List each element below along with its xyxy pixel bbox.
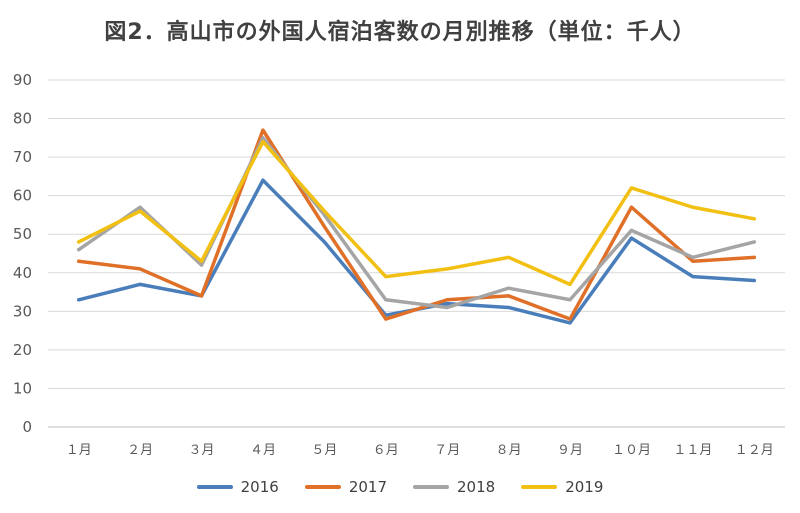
- data-point: [77, 259, 81, 263]
- data-point: [445, 302, 449, 306]
- data-point: [752, 278, 756, 283]
- data-point: [199, 259, 204, 263]
- data-point: [568, 317, 572, 321]
- data-point: [138, 205, 142, 209]
- series-line-2018: [76, 136, 757, 310]
- x-tick-label: １１月: [673, 443, 712, 458]
- data-point: [384, 275, 388, 279]
- legend-label: 2018: [457, 478, 496, 496]
- data-point: [77, 248, 81, 252]
- data-point: [199, 294, 204, 298]
- data-point: [752, 240, 756, 244]
- x-tick-label: ８月: [496, 443, 522, 458]
- x-tick-label: ６月: [373, 443, 399, 458]
- gridlines: [48, 79, 785, 428]
- y-tick-label: 0: [22, 418, 32, 436]
- data-point: [261, 136, 265, 140]
- data-point: [507, 305, 511, 310]
- legend: 2016 2017 2018 2019: [0, 478, 800, 496]
- x-tick-label: １２月: [735, 443, 774, 458]
- plot-area: 0 10 20 30 40 50 60 70 80 90 １月 ２月 ３月 ４月 ５月 ６月 ７月 ８月 ９月 １０…: [13, 71, 785, 458]
- data-point: [384, 317, 388, 321]
- y-tick-label: 60: [13, 187, 32, 205]
- data-point: [691, 259, 695, 263]
- legend-item-2019: 2019: [521, 478, 603, 496]
- data-point: [568, 321, 572, 325]
- y-tick-label: 10: [13, 379, 32, 397]
- data-point: [322, 224, 326, 229]
- data-point: [445, 298, 449, 302]
- series-line-2017: [76, 128, 757, 321]
- legend-label: 2016: [240, 478, 279, 496]
- data-point: [322, 240, 326, 244]
- y-tick-label: 80: [13, 110, 32, 128]
- data-point: [322, 209, 326, 213]
- data-point: [445, 267, 449, 271]
- data-point: [384, 298, 388, 302]
- data-point: [507, 294, 511, 298]
- series-line-2016: [76, 178, 757, 325]
- y-tick-label: 70: [13, 148, 32, 166]
- data-point: [568, 298, 572, 302]
- data-point: [629, 228, 634, 232]
- y-tick-label: 40: [13, 264, 32, 282]
- data-point: [507, 286, 511, 290]
- data-point: [507, 255, 511, 259]
- legend-item-2018: 2018: [413, 478, 495, 496]
- data-point: [138, 282, 142, 286]
- x-tick-label: １月: [66, 443, 92, 458]
- data-point: [691, 205, 695, 209]
- legend-swatch: [196, 485, 233, 489]
- data-point: [138, 267, 142, 271]
- legend-label: 2017: [348, 478, 387, 496]
- data-point: [629, 236, 634, 240]
- data-point: [629, 205, 634, 209]
- x-tick-label: ２月: [127, 443, 153, 458]
- data-point: [261, 140, 265, 144]
- data-point: [568, 282, 572, 286]
- data-point: [445, 305, 449, 310]
- legend-swatch: [413, 485, 449, 489]
- data-point: [691, 255, 695, 259]
- y-tick-label: 50: [13, 225, 32, 243]
- legend-swatch: [304, 485, 341, 489]
- legend-label: 2019: [565, 478, 604, 496]
- data-point: [138, 209, 142, 213]
- y-axis: 0 10 20 30 40 50 60 70 80 90: [13, 71, 32, 436]
- series-line-2019: [76, 139, 757, 287]
- x-tick-label: １０月: [612, 443, 651, 458]
- data-point: [752, 217, 756, 221]
- y-tick-label: 90: [13, 71, 32, 89]
- x-tick-label: ９月: [557, 443, 583, 458]
- legend-swatch: [521, 485, 558, 489]
- y-tick-label: 30: [13, 302, 32, 320]
- x-axis: １月 ２月 ３月 ４月 ５月 ６月 ７月 ８月 ９月 １０月 １１月 １２月: [66, 443, 774, 458]
- data-point: [199, 263, 204, 267]
- legend-item-2017: 2017: [304, 478, 387, 496]
- data-point: [752, 255, 756, 259]
- data-point: [629, 186, 634, 190]
- data-point: [77, 240, 81, 244]
- chart-title: 図2．高山市の外国人宿泊客数の月別推移（単位：千人）: [104, 20, 696, 45]
- data-point: [261, 178, 265, 182]
- series-lines: [76, 128, 757, 325]
- data-point: [691, 275, 695, 279]
- x-tick-label: ５月: [311, 443, 337, 458]
- data-point: [77, 298, 81, 302]
- x-tick-label: ３月: [189, 443, 215, 458]
- legend-item-2016: 2016: [196, 478, 279, 496]
- x-tick-label: ７月: [434, 443, 460, 458]
- data-point: [261, 128, 265, 132]
- y-tick-label: 20: [13, 341, 32, 359]
- x-tick-label: ４月: [250, 443, 276, 458]
